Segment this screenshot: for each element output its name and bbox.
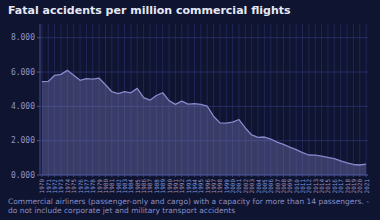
page: Fatal accidents per million commercial f… (0, 0, 380, 220)
x-tick (92, 175, 93, 177)
x-tick (334, 175, 335, 177)
x-tick (213, 175, 214, 177)
x-tick (359, 175, 360, 177)
plot-area (42, 70, 366, 175)
grid (40, 24, 368, 175)
x-tick (111, 175, 112, 177)
x-tick (251, 175, 252, 177)
x-tick-label: 2021 (363, 179, 370, 194)
x-tick (48, 175, 49, 177)
y-tick (37, 106, 40, 107)
x-tick (169, 175, 170, 177)
grid-line-x (334, 24, 335, 175)
x-tick (270, 175, 271, 177)
title: Fatal accidents per million commercial f… (8, 4, 372, 18)
axes: 0.0002.0004.0006.0008.000197019711972197… (11, 24, 370, 193)
x-tick (315, 175, 316, 177)
x-tick (327, 175, 328, 177)
line (42, 70, 366, 165)
x-tick (258, 175, 259, 177)
y-tick (37, 140, 40, 141)
x-tick (143, 175, 144, 177)
x-tick (264, 175, 265, 177)
grid-line-y (40, 37, 368, 38)
x-tick (41, 175, 42, 177)
y-tick-label: 6.000 (11, 68, 35, 77)
x-tick (60, 175, 61, 177)
grid-line-y (40, 175, 368, 176)
grid-line-x (321, 24, 322, 175)
x-tick (86, 175, 87, 177)
x-tick (308, 175, 309, 177)
x-tick (200, 175, 201, 177)
x-tick (366, 175, 367, 177)
x-tick (289, 175, 290, 177)
grid-line-x (340, 24, 341, 175)
x-tick (124, 175, 125, 177)
subtitle: Commercial airliners (passenger-only and… (8, 197, 372, 215)
x-tick (156, 175, 157, 177)
chart: 0.0002.0004.0006.0008.000197019711972197… (8, 18, 372, 197)
grid-line-x (353, 24, 354, 175)
x-tick (188, 175, 189, 177)
grid-line-x (359, 24, 360, 175)
x-axis-line (40, 175, 368, 176)
y-axis-line (40, 24, 41, 175)
y-tick-label: 2.000 (11, 136, 35, 145)
y-tick (37, 175, 40, 176)
grid-line-x (327, 24, 328, 175)
x-tick (302, 175, 303, 177)
x-tick (245, 175, 246, 177)
x-tick (340, 175, 341, 177)
x-tick (296, 175, 297, 177)
x-tick (277, 175, 278, 177)
x-tick (181, 175, 182, 177)
grid-line-x (347, 24, 348, 175)
x-tick (238, 175, 239, 177)
grid-line-x (366, 24, 367, 175)
x-tick (105, 175, 106, 177)
x-tick (54, 175, 55, 177)
y-tick-label: 4.000 (11, 102, 35, 111)
x-tick (232, 175, 233, 177)
x-tick (175, 175, 176, 177)
x-tick (118, 175, 119, 177)
x-tick (219, 175, 220, 177)
x-tick (283, 175, 284, 177)
y-tick (37, 72, 40, 73)
area (42, 70, 366, 175)
x-tick (321, 175, 322, 177)
x-tick (207, 175, 208, 177)
x-tick (347, 175, 348, 177)
y-tick (37, 37, 40, 38)
y-tick-label: 0.000 (11, 171, 35, 180)
x-tick (137, 175, 138, 177)
x-tick (80, 175, 81, 177)
x-tick (99, 175, 100, 177)
x-tick (353, 175, 354, 177)
x-tick (149, 175, 150, 177)
x-tick (67, 175, 68, 177)
x-tick (130, 175, 131, 177)
grid-line-y (40, 72, 368, 73)
grid-line-x (308, 24, 309, 175)
x-tick (73, 175, 74, 177)
y-tick-label: 8.000 (11, 33, 35, 42)
x-tick (162, 175, 163, 177)
grid-line-x (315, 24, 316, 175)
x-tick (194, 175, 195, 177)
x-tick (226, 175, 227, 177)
